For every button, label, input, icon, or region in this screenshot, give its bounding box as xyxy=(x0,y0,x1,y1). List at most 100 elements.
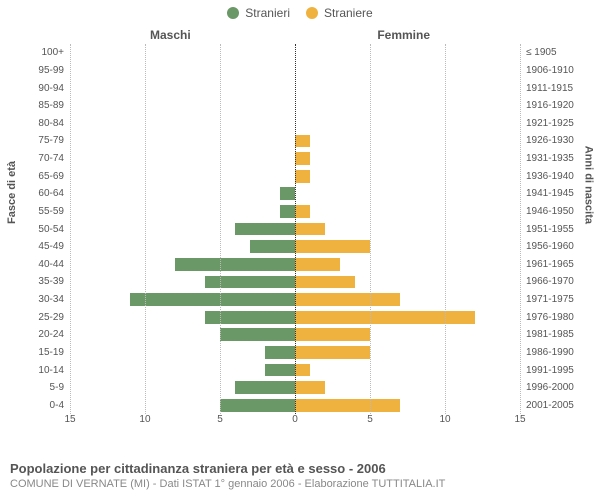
age-label: 90-94 xyxy=(10,83,70,94)
age-label: 20-24 xyxy=(10,329,70,340)
age-label: 65-69 xyxy=(10,171,70,182)
birth-year-label: 2001-2005 xyxy=(520,400,574,411)
birth-year-label: 1921-1925 xyxy=(520,118,574,129)
x-tick-label: 15 xyxy=(64,414,75,425)
legend-item-female: Straniere xyxy=(306,6,373,20)
birth-year-label: 1961-1965 xyxy=(520,259,574,270)
y-axis-title-right: Anni di nascita xyxy=(582,146,594,224)
birth-year-label: ≤ 1905 xyxy=(520,47,557,58)
legend-label-male: Stranieri xyxy=(245,6,290,20)
age-label: 40-44 xyxy=(10,259,70,270)
legend-item-male: Stranieri xyxy=(227,6,290,20)
legend: Stranieri Straniere xyxy=(0,0,600,24)
gridline xyxy=(70,44,71,414)
bar-female xyxy=(295,381,325,394)
birth-year-label: 1906-1910 xyxy=(520,65,574,76)
x-tick-label: 5 xyxy=(217,414,223,425)
age-label: 0-4 xyxy=(10,400,70,411)
birth-year-label: 1991-1995 xyxy=(520,365,574,376)
age-label: 25-29 xyxy=(10,312,70,323)
bar-female xyxy=(295,399,400,412)
bar-female xyxy=(295,135,310,148)
age-label: 95-99 xyxy=(10,65,70,76)
bar-female xyxy=(295,364,310,377)
bar-female xyxy=(295,328,370,341)
age-label: 100+ xyxy=(10,47,70,58)
bar-male xyxy=(220,328,295,341)
birth-year-label: 1976-1980 xyxy=(520,312,574,323)
bar-male xyxy=(265,364,295,377)
age-label: 85-89 xyxy=(10,100,70,111)
bar-male xyxy=(280,205,295,218)
age-label: 35-39 xyxy=(10,276,70,287)
age-label: 5-9 xyxy=(10,382,70,393)
caption-subtitle: COMUNE DI VERNATE (MI) - Dati ISTAT 1° g… xyxy=(10,478,590,490)
population-pyramid-chart: Maschi Femmine Fasce di età Anni di nasc… xyxy=(0,24,600,444)
age-label: 50-54 xyxy=(10,224,70,235)
bar-male xyxy=(235,223,295,236)
x-tick-label: 10 xyxy=(139,414,150,425)
age-label: 60-64 xyxy=(10,188,70,199)
bar-male xyxy=(130,293,295,306)
birth-year-label: 1971-1975 xyxy=(520,294,574,305)
birth-year-label: 1926-1930 xyxy=(520,135,574,146)
birth-year-label: 1966-1970 xyxy=(520,276,574,287)
heading-female: Femmine xyxy=(377,28,430,42)
bar-female xyxy=(295,293,400,306)
legend-label-female: Straniere xyxy=(324,6,373,20)
gridline xyxy=(445,44,446,414)
bar-female xyxy=(295,311,475,324)
age-label: 45-49 xyxy=(10,241,70,252)
plot-area: 100+≤ 190595-991906-191090-941911-191585… xyxy=(70,44,520,414)
gridline xyxy=(520,44,521,414)
legend-swatch-female xyxy=(306,7,318,19)
bar-male xyxy=(235,381,295,394)
birth-year-label: 1946-1950 xyxy=(520,206,574,217)
birth-year-label: 1996-2000 xyxy=(520,382,574,393)
age-label: 75-79 xyxy=(10,135,70,146)
bar-female xyxy=(295,276,355,289)
bar-female xyxy=(295,240,370,253)
bar-male xyxy=(265,346,295,359)
x-tick-label: 5 xyxy=(367,414,373,425)
bar-male xyxy=(250,240,295,253)
birth-year-label: 1931-1935 xyxy=(520,153,574,164)
bar-female xyxy=(295,152,310,165)
birth-year-label: 1981-1985 xyxy=(520,329,574,340)
x-tick-label: 0 xyxy=(292,414,298,425)
gridline xyxy=(370,44,371,414)
age-label: 70-74 xyxy=(10,153,70,164)
birth-year-label: 1956-1960 xyxy=(520,241,574,252)
bar-female xyxy=(295,223,325,236)
bar-male xyxy=(205,311,295,324)
gridline xyxy=(145,44,146,414)
age-label: 10-14 xyxy=(10,365,70,376)
heading-male: Maschi xyxy=(150,28,191,42)
x-axis-ticks: 15105051015 xyxy=(70,414,520,434)
birth-year-label: 1916-1920 xyxy=(520,100,574,111)
age-label: 30-34 xyxy=(10,294,70,305)
legend-swatch-male xyxy=(227,7,239,19)
age-label: 55-59 xyxy=(10,206,70,217)
birth-year-label: 1936-1940 xyxy=(520,171,574,182)
chart-caption: Popolazione per cittadinanza straniera p… xyxy=(10,461,590,490)
bar-male xyxy=(205,276,295,289)
x-tick-label: 10 xyxy=(439,414,450,425)
birth-year-label: 1911-1915 xyxy=(520,83,573,94)
birth-year-label: 1986-1990 xyxy=(520,347,574,358)
birth-year-label: 1941-1945 xyxy=(520,188,574,199)
x-tick-label: 15 xyxy=(514,414,525,425)
bar-male xyxy=(175,258,295,271)
caption-title: Popolazione per cittadinanza straniera p… xyxy=(10,461,590,476)
bar-female xyxy=(295,170,310,183)
bar-female xyxy=(295,346,370,359)
gridline xyxy=(220,44,221,414)
bar-male xyxy=(220,399,295,412)
birth-year-label: 1951-1955 xyxy=(520,224,574,235)
bar-male xyxy=(280,187,295,200)
age-label: 15-19 xyxy=(10,347,70,358)
age-label: 80-84 xyxy=(10,118,70,129)
bar-female xyxy=(295,205,310,218)
bar-female xyxy=(295,258,340,271)
center-gridline xyxy=(295,44,296,414)
